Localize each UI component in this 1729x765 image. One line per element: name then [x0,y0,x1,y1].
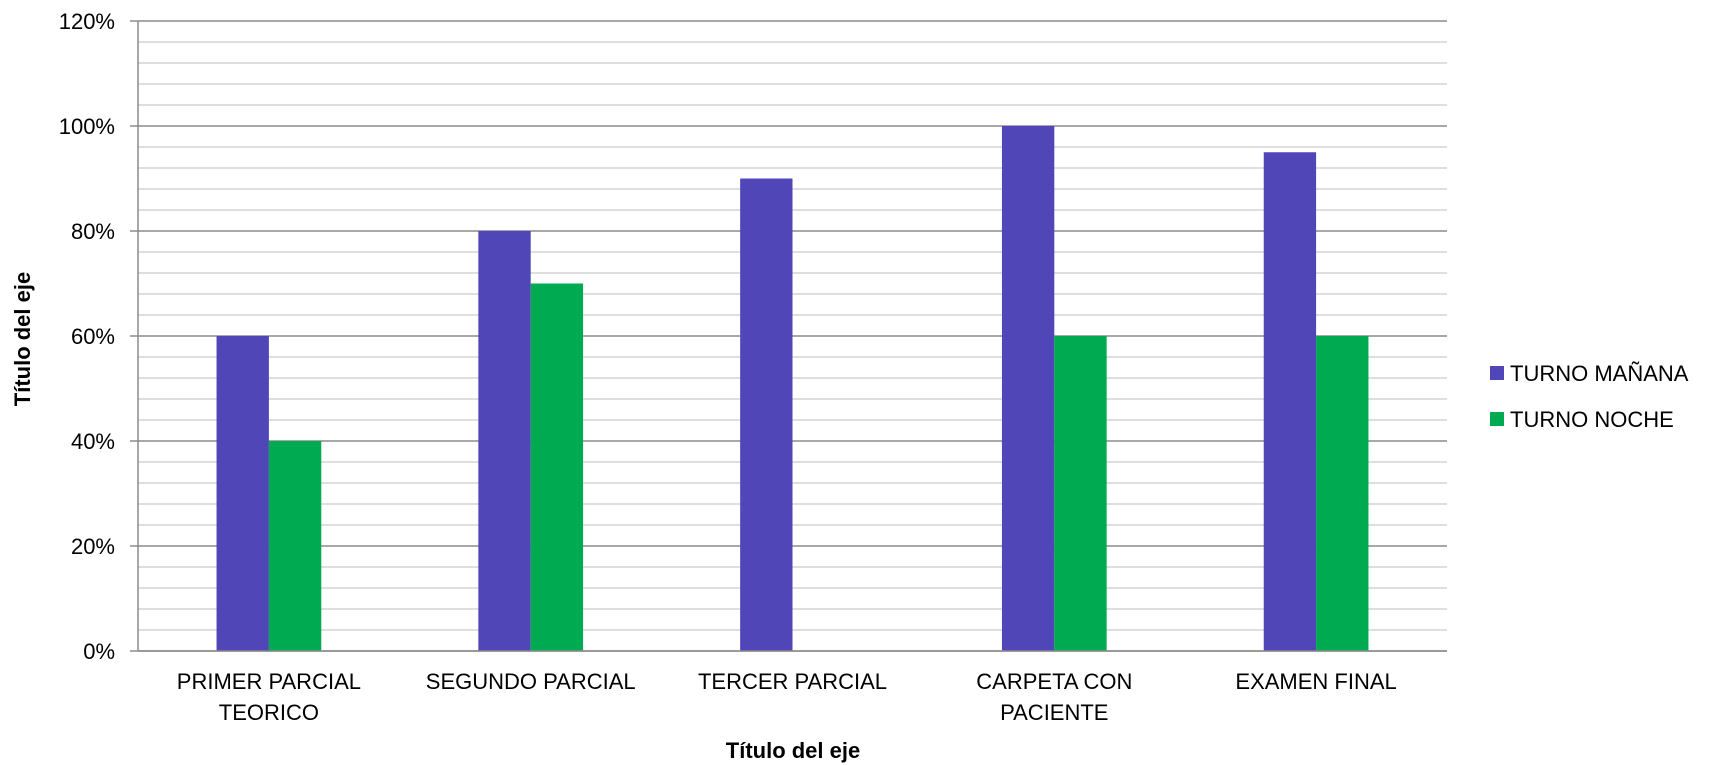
bar-turno-manana [216,336,269,651]
y-tick-label: 100% [59,114,115,139]
y-tick-label: 120% [59,9,115,34]
axes [130,20,1447,652]
bar-turno-noche [1316,336,1369,651]
y-axis-title: Título del eje [10,272,35,406]
bar-turno-noche [268,441,322,651]
y-tick-label: 0% [83,639,115,664]
x-tick-label: TERCER PARCIAL [698,669,887,694]
x-axis-title: Título del eje [726,738,860,763]
bar-turno-manana [478,231,531,651]
y-tick-label: 60% [71,324,115,349]
bar-turno-manana [740,178,793,651]
legend-label: TURNO NOCHE [1510,407,1674,432]
y-tick-labels: 0% 20% 40% 60% 80% 100% 120% [59,9,115,664]
y-tick-label: 20% [71,534,115,559]
bar-turno-manana [1263,152,1317,651]
legend-swatch [1490,366,1504,380]
bar-turno-noche [1054,336,1107,651]
x-tick-labels: PRIMER PARCIAL TEORICO SEGUNDO PARCIAL TERC… [177,669,1397,725]
y-tick-label: 80% [71,219,115,244]
x-tick-label: EXAMEN FINAL [1235,669,1396,694]
bars [216,126,1369,651]
legend-swatch [1490,412,1504,426]
x-tick-label: CARPETA CON PACIENTE [976,669,1132,725]
bar-turno-noche [530,283,584,651]
y-tick-label: 40% [71,429,115,454]
bar-turno-manana [1001,126,1055,651]
x-tick-label: PRIMER PARCIAL TEORICO [177,669,361,725]
legend-label: TURNO MAÑANA [1510,361,1689,386]
legend-item: TURNO MAÑANA [1490,361,1689,386]
legend-item: TURNO NOCHE [1490,407,1674,432]
x-tick-label: SEGUNDO PARCIAL [426,669,636,694]
legend: TURNO MAÑANA TURNO NOCHE [1490,361,1689,432]
